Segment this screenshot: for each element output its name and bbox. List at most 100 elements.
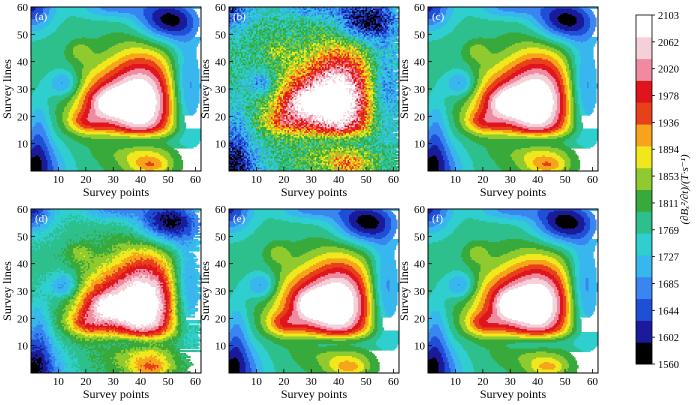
y-tick-label: 60 [17,2,29,14]
x-tick-label: 20 [477,376,489,388]
x-tick-label: 10 [251,376,263,388]
x-axis-label: Survey points [83,185,150,199]
panel-e: (e) 10 20 30 40 50 60 10 20 30 40 50 60 Survey points… [198,204,400,401]
x-tick-label: 60 [388,376,400,388]
colorbar-swatch [636,254,652,278]
x-tick-label: 20 [477,174,489,186]
x-tick-label: 30 [306,376,318,388]
y-tick-label: 10 [17,139,29,151]
colorbar-tick-label: 2062 [658,38,679,49]
colorbar-swatch [636,124,652,147]
y-tick-label: 40 [17,57,29,69]
colorbar-swatch [636,15,652,38]
y-tick-label: 20 [414,313,426,325]
x-tick-label: 10 [53,376,65,388]
colorbar-title: (∂Bₓ²/∂t)/(T·s⁻¹) [679,154,691,224]
y-tick-label: 20 [17,111,29,123]
y-tick-label: 30 [17,286,29,298]
x-tick-label: 40 [333,174,345,186]
x-tick-label: 50 [560,174,572,186]
colorbar-swatch [636,320,652,343]
x-tick-label: 40 [135,174,147,186]
y-axis-label: Survey lines [198,261,212,321]
heatmap-cells [31,209,201,373]
colorbar-swatch [636,342,652,365]
x-tick-label: 10 [450,174,462,186]
colorbar-swatch [636,145,652,169]
colorbar-swatch [636,189,652,212]
x-tick-label: 30 [108,376,120,388]
panel-a: (a) 10 20 30 40 50 60 10 20 30 40 50 60 Survey points… [0,2,202,199]
colorbar-swatch [636,102,652,125]
y-tick-label: 30 [17,84,29,96]
y-tick-label: 30 [215,286,227,298]
x-axis-label: Survey points [83,387,150,401]
panel-f: (f) 10 20 30 40 50 60 10 20 30 40 50 60 Survey points… [397,204,599,401]
colorbar-tick-label: 1727 [658,253,679,264]
panel-label: (c) [432,11,445,23]
x-tick-label: 30 [108,174,120,186]
x-tick-label: 30 [505,376,517,388]
y-tick-label: 40 [414,259,426,271]
colorbar-swatch [636,58,652,81]
x-tick-label: 50 [361,174,373,186]
x-tick-label: 40 [333,376,345,388]
panel-b: (b) 10 20 30 40 50 60 10 20 30 40 50 60 Survey points… [198,2,400,199]
heatmap-cells [31,7,201,171]
panel-d: (d) 10 20 30 40 50 60 10 20 30 40 50 60 Survey points… [0,204,202,401]
y-tick-label: 60 [215,2,227,14]
y-tick-label: 10 [17,341,29,353]
x-tick-label: 60 [388,174,400,186]
x-axis-label: Survey points [480,387,547,401]
y-tick-label: 50 [215,29,227,41]
colorbar-tick-label: 1602 [658,333,679,344]
panel-label: (b) [233,11,246,23]
y-tick-label: 20 [215,313,227,325]
colorbar-swatch [636,80,652,103]
colorbar-tick-label: 1811 [658,199,679,210]
colorbar-tick-label: 1978 [658,92,679,103]
y-tick-label: 40 [414,57,426,69]
colorbar-tick-label: 1894 [658,145,680,156]
x-tick-label: 20 [80,376,92,388]
y-axis-label: Survey lines [397,59,411,119]
y-axis-label: Survey lines [0,59,14,119]
x-tick-label: 50 [163,174,175,186]
y-tick-label: 50 [414,231,426,243]
y-tick-label: 30 [414,286,426,298]
colorbar-swatch [636,36,652,60]
y-axis-label: Survey lines [198,59,212,119]
colorbar-tick-label: 1769 [658,226,679,237]
x-tick-label: 10 [53,174,65,186]
colorbar-tick-label: 1936 [658,118,679,129]
x-tick-label: 50 [560,376,572,388]
colorbar-tick-label: 1560 [658,360,679,371]
y-tick-label: 50 [17,29,29,41]
y-tick-label: 20 [17,313,29,325]
y-tick-label: 30 [215,84,227,96]
panel-c: (c) 10 20 30 40 50 60 10 20 30 40 50 60 Survey points… [397,2,599,199]
colorbar-tick-label: 2020 [658,65,679,76]
y-tick-label: 40 [215,57,227,69]
y-tick-label: 60 [215,204,227,216]
x-tick-label: 60 [190,376,202,388]
colorbar-swatch [636,233,652,256]
y-tick-label: 30 [414,84,426,96]
x-tick-label: 40 [532,376,544,388]
x-tick-label: 20 [80,174,92,186]
colorbar-tick-label: 2103 [658,11,679,22]
x-tick-label: 20 [278,174,290,186]
y-tick-label: 20 [414,111,426,123]
x-tick-label: 30 [306,174,318,186]
x-tick-label: 40 [135,376,147,388]
x-tick-label: 30 [505,174,517,186]
y-axis-label: Survey lines [397,261,411,321]
y-tick-label: 20 [215,111,227,123]
panel-label: (a) [35,11,48,23]
colorbar-swatch [636,298,652,321]
heatmap-cells [428,209,598,373]
panel-label: (f) [432,213,443,225]
x-tick-label: 60 [190,174,202,186]
x-axis-label: Survey points [480,185,547,199]
